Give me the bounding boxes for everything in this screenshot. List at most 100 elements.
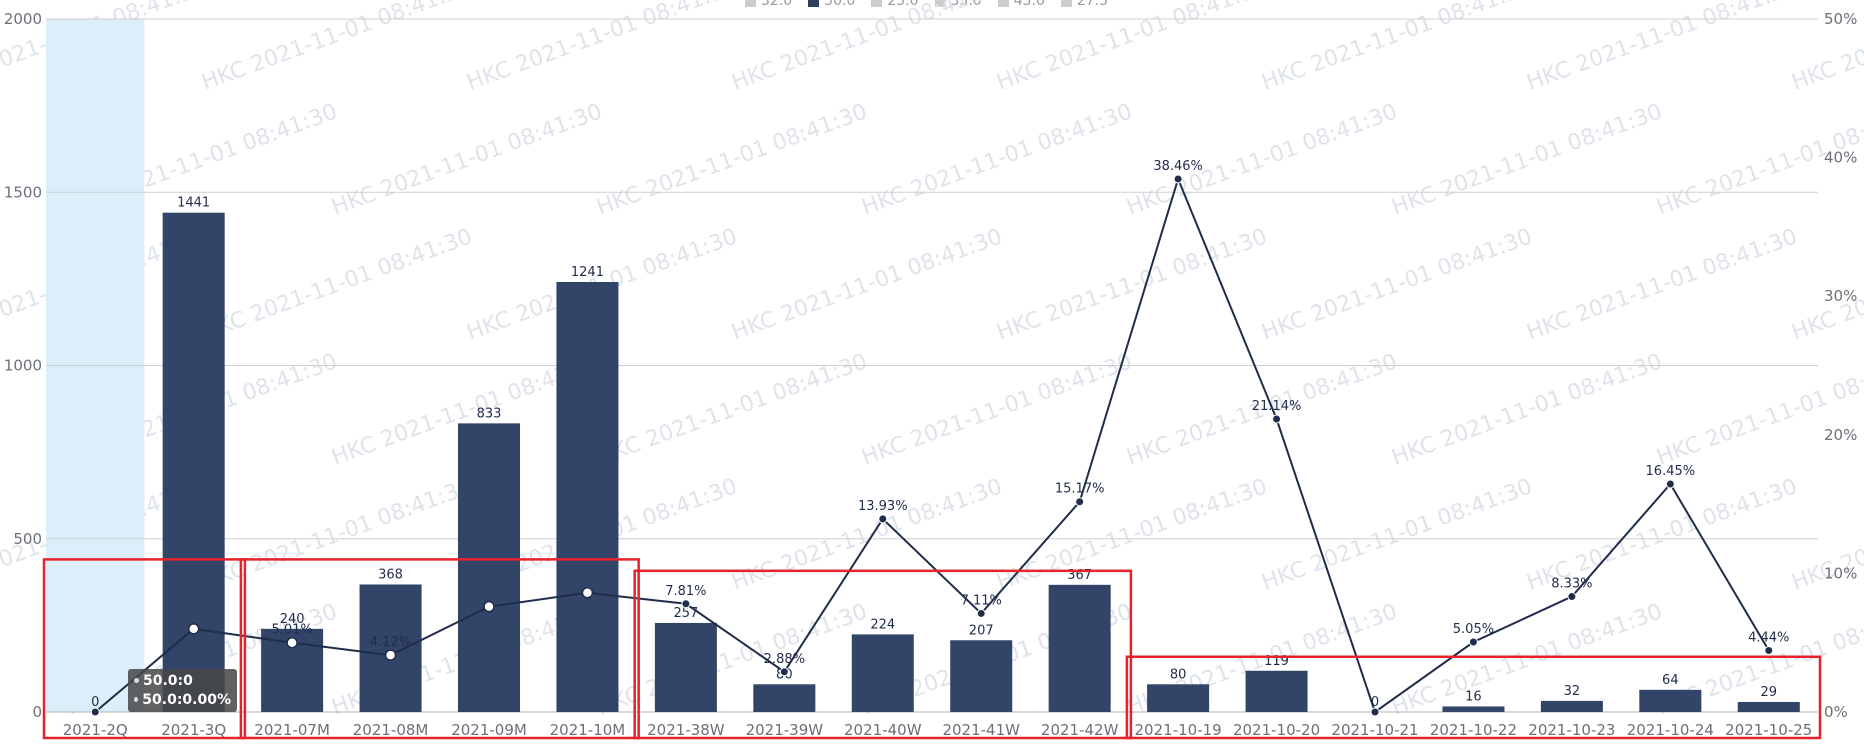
line-point — [483, 600, 495, 613]
line-point — [976, 608, 986, 618]
legend-swatch — [997, 0, 1009, 7]
bar-value-label: 1241 — [571, 265, 604, 280]
y-left-tick-label: 2000 — [4, 10, 42, 28]
x-tick-label: 2021-41W — [942, 721, 1020, 739]
legend-item[interactable]: 45.0 — [997, 0, 1045, 9]
watermark-text: HKC 2021-11-01 08:41:30 — [594, 99, 871, 220]
line-value-label: 7.11% — [961, 593, 1002, 608]
x-tick-label: 2021-39W — [746, 721, 824, 739]
y-right-tick-label: 20% — [1824, 426, 1857, 444]
bar — [1737, 701, 1800, 712]
bar-value-label: 0 — [91, 695, 99, 710]
legend-item[interactable]: 25.0 — [871, 0, 919, 9]
bar-value-label: 257 — [673, 606, 698, 621]
bar — [950, 640, 1013, 712]
bar — [162, 212, 225, 713]
y-right-tick-label: 30% — [1824, 287, 1857, 305]
x-tick-label: 2021-10-21 — [1331, 721, 1418, 739]
line-value-label: 5.05% — [1453, 622, 1494, 637]
legend-label: 32.0 — [761, 0, 793, 9]
line-value-label: 21.14% — [1252, 399, 1302, 414]
bar — [654, 622, 717, 712]
legend-swatch — [808, 0, 820, 7]
line-value-label: 16.45% — [1646, 464, 1696, 479]
x-tick-label: 2021-10-22 — [1430, 721, 1517, 739]
bar — [851, 634, 914, 712]
watermark-text: HKC 2021-11-01 08:41:30 — [199, 224, 476, 345]
x-tick-label: 2021-10-19 — [1135, 721, 1222, 739]
line-point — [90, 707, 100, 717]
y-left-tick-label: 500 — [13, 530, 42, 548]
watermark-text: HKC 2021-11-01 08:41:30 — [859, 99, 1136, 220]
y-right-tick-label: 10% — [1824, 564, 1857, 582]
x-tick-label: 2021-42W — [1041, 721, 1119, 739]
legend-item[interactable]: 27.5 — [1060, 0, 1109, 9]
x-tick-label: 2021-10-20 — [1233, 721, 1320, 739]
line-value-label: 4.44% — [1748, 630, 1789, 645]
bar — [457, 423, 521, 712]
bar-value-label: 368 — [378, 567, 403, 582]
line-point — [187, 623, 200, 635]
legend-label: 25.0 — [887, 0, 919, 9]
bar-value-label: 16 — [1465, 689, 1482, 704]
watermark-text: HKC 2021-11-01 08:41:30 — [729, 224, 1006, 345]
bar-value-label: 32 — [1564, 684, 1581, 699]
tooltip-line-2: 50.0: 0.00% — [134, 690, 231, 709]
line-point — [1567, 592, 1577, 602]
y-right-tick-label: 50% — [1824, 10, 1857, 28]
tooltip-dot-icon — [134, 678, 139, 683]
y-left-tick-label: 1000 — [4, 357, 42, 375]
legend-swatch — [871, 0, 883, 7]
annotation-box — [42, 558, 247, 740]
line-point — [878, 514, 888, 524]
y-left-tick-label: 0 — [32, 703, 42, 721]
watermark-text: HKC 2021-11-01 08:41:30 — [1789, 224, 1864, 345]
bar — [359, 584, 422, 712]
legend-item[interactable]: 35.0 — [934, 0, 982, 9]
bar — [1245, 670, 1308, 712]
legend-label: 27.5 — [1076, 0, 1109, 9]
tooltip: 50.0: 0 50.0: 0.00% — [128, 669, 237, 712]
watermark-text: HKC 2021-11-01 08:41:30 — [1524, 224, 1801, 345]
bar-value-label: 0 — [1371, 695, 1379, 710]
bar-value-label: 80 — [1170, 667, 1187, 682]
watermark-text: HKC 2021-11-01 08:41:30 — [464, 0, 741, 96]
watermark-text: HKC 2021-11-01 08:41:30 — [1259, 224, 1536, 345]
line-point — [384, 649, 397, 661]
legend-item[interactable]: 32.0 — [745, 0, 792, 9]
tooltip-value-1: 0 — [183, 672, 193, 689]
y-right-tick-label: 40% — [1824, 149, 1857, 167]
legend-item[interactable]: 50.0 — [808, 0, 855, 9]
bar — [1540, 700, 1603, 712]
line-value-label: 38.46% — [1153, 159, 1203, 174]
watermark-text: HKC 2021-11-01 08:41:30 — [729, 474, 1006, 595]
x-tick-label: 2021-07M — [254, 721, 330, 739]
watermark-text: HKC 2021-11-01 08:41:30 — [1389, 99, 1666, 220]
y-right-tick-label: 0% — [1824, 703, 1848, 721]
line-point — [1173, 174, 1183, 184]
line-value-label: 8.33% — [1551, 577, 1592, 592]
watermark-text: HKC 2021-11-01 08:41:30 — [594, 349, 871, 470]
watermark-text: HKC 2021-11-01 08:41:30 — [729, 0, 1006, 96]
legend-swatch — [934, 0, 946, 7]
bar-value-label: 1441 — [177, 196, 210, 211]
line-point — [681, 599, 691, 609]
tooltip-line-1: 50.0: 0 — [134, 671, 231, 690]
line-point — [1370, 707, 1380, 717]
line-point — [1764, 645, 1774, 655]
legend-label: 45.0 — [1013, 0, 1045, 9]
line-point — [286, 636, 298, 649]
bar-value-label: 64 — [1662, 673, 1679, 688]
line-point — [1272, 414, 1282, 424]
chart-legend: 32.0 50.0 25.0 35.0 45.0 27.5 — [745, 0, 1108, 9]
x-tick-label: 2021-10-23 — [1528, 721, 1615, 739]
watermark-text: HKC 2021-11-01 08:41:30 — [994, 0, 1271, 96]
legend-swatch — [745, 0, 756, 7]
line-value-label: 7.81% — [665, 584, 706, 599]
bar — [1639, 689, 1702, 712]
x-tick-label: 2021-10-24 — [1627, 721, 1714, 739]
y-left-tick-label: 1500 — [4, 183, 42, 201]
legend-swatch — [1060, 0, 1072, 7]
tooltip-name-1: 50.0: — [143, 672, 184, 689]
